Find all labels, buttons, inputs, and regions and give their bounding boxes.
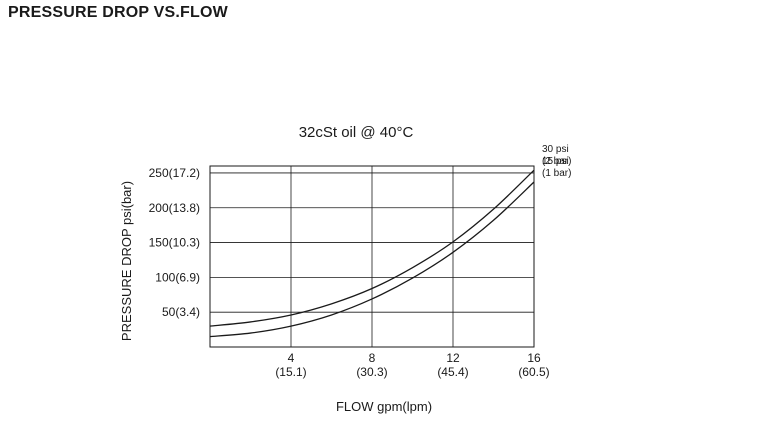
x-tick-sublabel: (60.5) <box>518 365 549 379</box>
series-lines <box>209 169 535 338</box>
y-tick-labels: 50(3.4) 100(6.9) 150(10.3) 200(13.8) 250(17.… <box>149 166 200 319</box>
series-line-0 <box>209 169 535 327</box>
plot-frame <box>209 165 535 348</box>
x-tick-label: 8 <box>369 351 376 365</box>
x-tick-label: 16 <box>527 351 541 365</box>
y-tick-label: 50(3.4) <box>162 305 200 319</box>
x-tick-sublabel: (30.3) <box>356 365 387 379</box>
series-label: 30 psi <box>542 144 569 155</box>
chart-title: 32cSt oil @ 40°C <box>299 124 414 141</box>
y-tick-label: 200(13.8) <box>149 201 200 215</box>
y-tick-label: 100(6.9) <box>155 270 200 284</box>
series-label: 15 psi <box>542 156 569 167</box>
x-tick-label: 12 <box>446 351 460 365</box>
x-axis-label: FLOW gpm(lpm) <box>336 399 432 414</box>
y-axis-label: PRESSURE DROP psi(bar) <box>119 181 134 341</box>
x-tick-sublabel: (45.4) <box>437 365 468 379</box>
y-tick-label: 150(10.3) <box>149 236 200 250</box>
x-tick-labels: 4(15.1) 8(30.3) 12(45.4) 16(60.5) <box>275 351 549 379</box>
series-sublabel: (1 bar) <box>542 168 571 179</box>
grid <box>210 166 534 347</box>
series-line-1 <box>209 181 535 338</box>
y-tick-label: 250(17.2) <box>149 166 200 180</box>
series-sublabel: (2 bar) <box>542 156 571 167</box>
series-labels: 30 psi(2 bar)15 psi(1 bar) <box>542 144 571 179</box>
x-tick-label: 4 <box>288 351 295 365</box>
x-tick-sublabel: (15.1) <box>275 365 306 379</box>
page-heading: PRESSURE DROP VS.FLOW <box>8 4 228 21</box>
